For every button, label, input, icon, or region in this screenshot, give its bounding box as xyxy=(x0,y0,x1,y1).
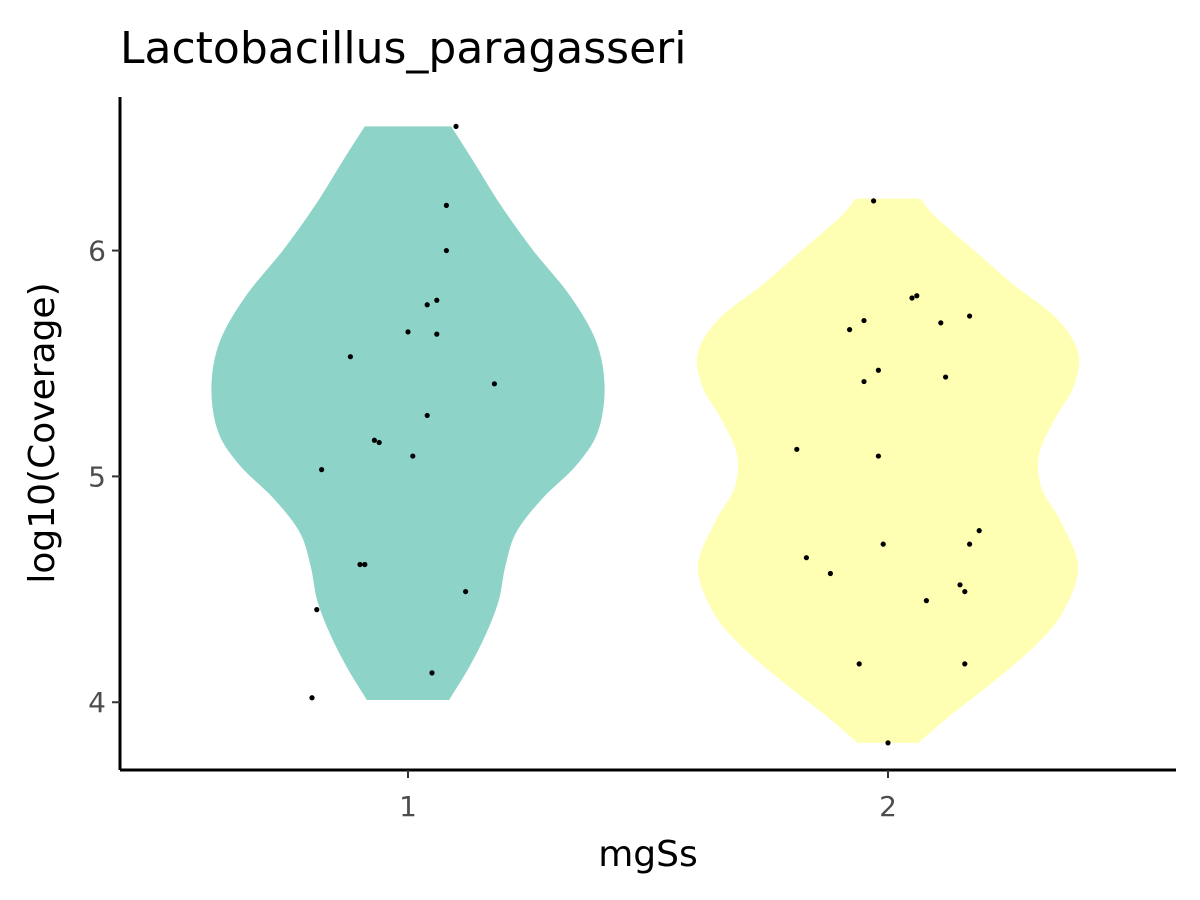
data-point-2-7 xyxy=(847,327,853,333)
data-point-1-8 xyxy=(347,354,353,360)
data-point-2-20 xyxy=(923,598,930,604)
data-point-2-23 xyxy=(885,740,891,746)
data-point-1-19 xyxy=(429,670,435,676)
data-point-2-17 xyxy=(827,570,834,577)
data-point-1-11 xyxy=(371,437,377,443)
data-point-2-2 xyxy=(909,295,915,301)
data-point-1-3 xyxy=(443,247,449,254)
data-point-2-11 xyxy=(794,446,800,452)
data-point-1-2 xyxy=(443,202,449,208)
y-axis-title: log10(Coverage) xyxy=(22,282,63,583)
y-tick-label-6: 6 xyxy=(88,235,106,268)
data-point-1-13 xyxy=(410,453,416,459)
data-point-1-15 xyxy=(357,561,363,568)
data-point-2-13 xyxy=(976,528,982,534)
data-point-2-5 xyxy=(861,317,867,324)
violin-1 xyxy=(211,126,605,700)
data-point-1-6 xyxy=(405,329,411,335)
data-point-1-18 xyxy=(314,607,320,613)
data-point-1-4 xyxy=(434,297,440,303)
data-point-1-7 xyxy=(434,331,440,337)
data-point-2-22 xyxy=(962,661,968,667)
data-point-2-10 xyxy=(861,378,867,385)
x-axis-title: mgSs xyxy=(598,834,698,875)
data-point-2-19 xyxy=(962,588,968,595)
y-axis-ticks: 4 5 6 xyxy=(88,235,120,719)
data-point-2-12 xyxy=(875,453,882,459)
data-point-1-5 xyxy=(424,302,430,308)
y-tick-label-5: 5 xyxy=(88,460,106,493)
data-point-2-8 xyxy=(875,367,882,373)
data-point-1-1 xyxy=(453,123,459,129)
data-point-2-3 xyxy=(914,293,920,299)
data-point-1-20 xyxy=(309,695,315,701)
violin-layer xyxy=(211,126,1080,743)
x-tick-label-1: 1 xyxy=(399,790,417,823)
x-tick-label-2: 2 xyxy=(879,790,897,823)
data-point-1-12 xyxy=(376,439,382,446)
violin-2 xyxy=(696,198,1080,743)
data-point-2-14 xyxy=(880,541,886,547)
data-point-2-18 xyxy=(957,582,963,588)
data-point-2-1 xyxy=(871,198,877,204)
data-point-2-9 xyxy=(943,374,949,380)
data-point-2-15 xyxy=(967,541,973,547)
data-point-2-6 xyxy=(938,320,944,326)
data-point-1-9 xyxy=(491,381,497,387)
data-point-1-14 xyxy=(319,467,325,473)
data-point-1-16 xyxy=(362,561,368,568)
data-point-2-4 xyxy=(967,313,973,319)
data-point-2-16 xyxy=(803,555,810,561)
chart-title: Lactobacillus_paragasseri xyxy=(120,23,686,74)
y-tick-label-4: 4 xyxy=(88,686,106,719)
data-point-1-10 xyxy=(424,412,430,419)
data-point-2-21 xyxy=(856,661,862,667)
point-layer xyxy=(309,123,982,746)
plot-area xyxy=(211,123,1080,746)
data-point-1-17 xyxy=(463,588,469,595)
